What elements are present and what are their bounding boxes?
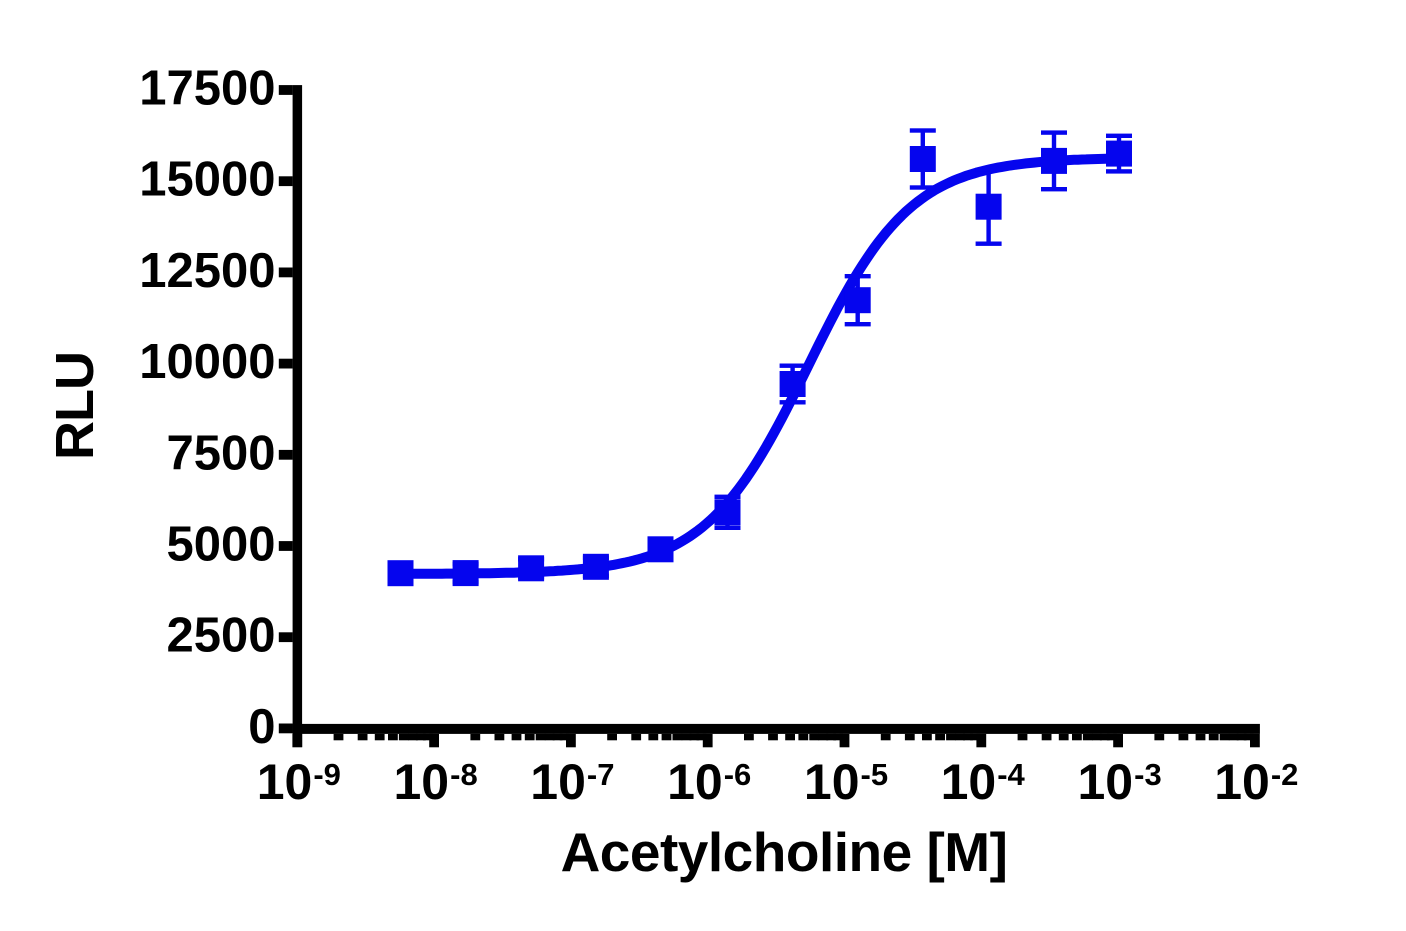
svg-text:0: 0: [248, 700, 275, 754]
svg-text:5000: 5000: [166, 518, 275, 572]
svg-text:10000: 10000: [139, 335, 275, 389]
svg-text:15000: 15000: [139, 153, 275, 207]
svg-text:7500: 7500: [166, 426, 275, 480]
svg-text:10-3: 10-3: [1078, 754, 1162, 810]
svg-text:2500: 2500: [166, 609, 275, 663]
svg-text:17500: 17500: [139, 62, 275, 116]
svg-text:RLU: RLU: [45, 352, 105, 460]
svg-text:12500: 12500: [139, 244, 275, 298]
svg-text:Acetylcholine [M]: Acetylcholine [M]: [561, 821, 1008, 883]
